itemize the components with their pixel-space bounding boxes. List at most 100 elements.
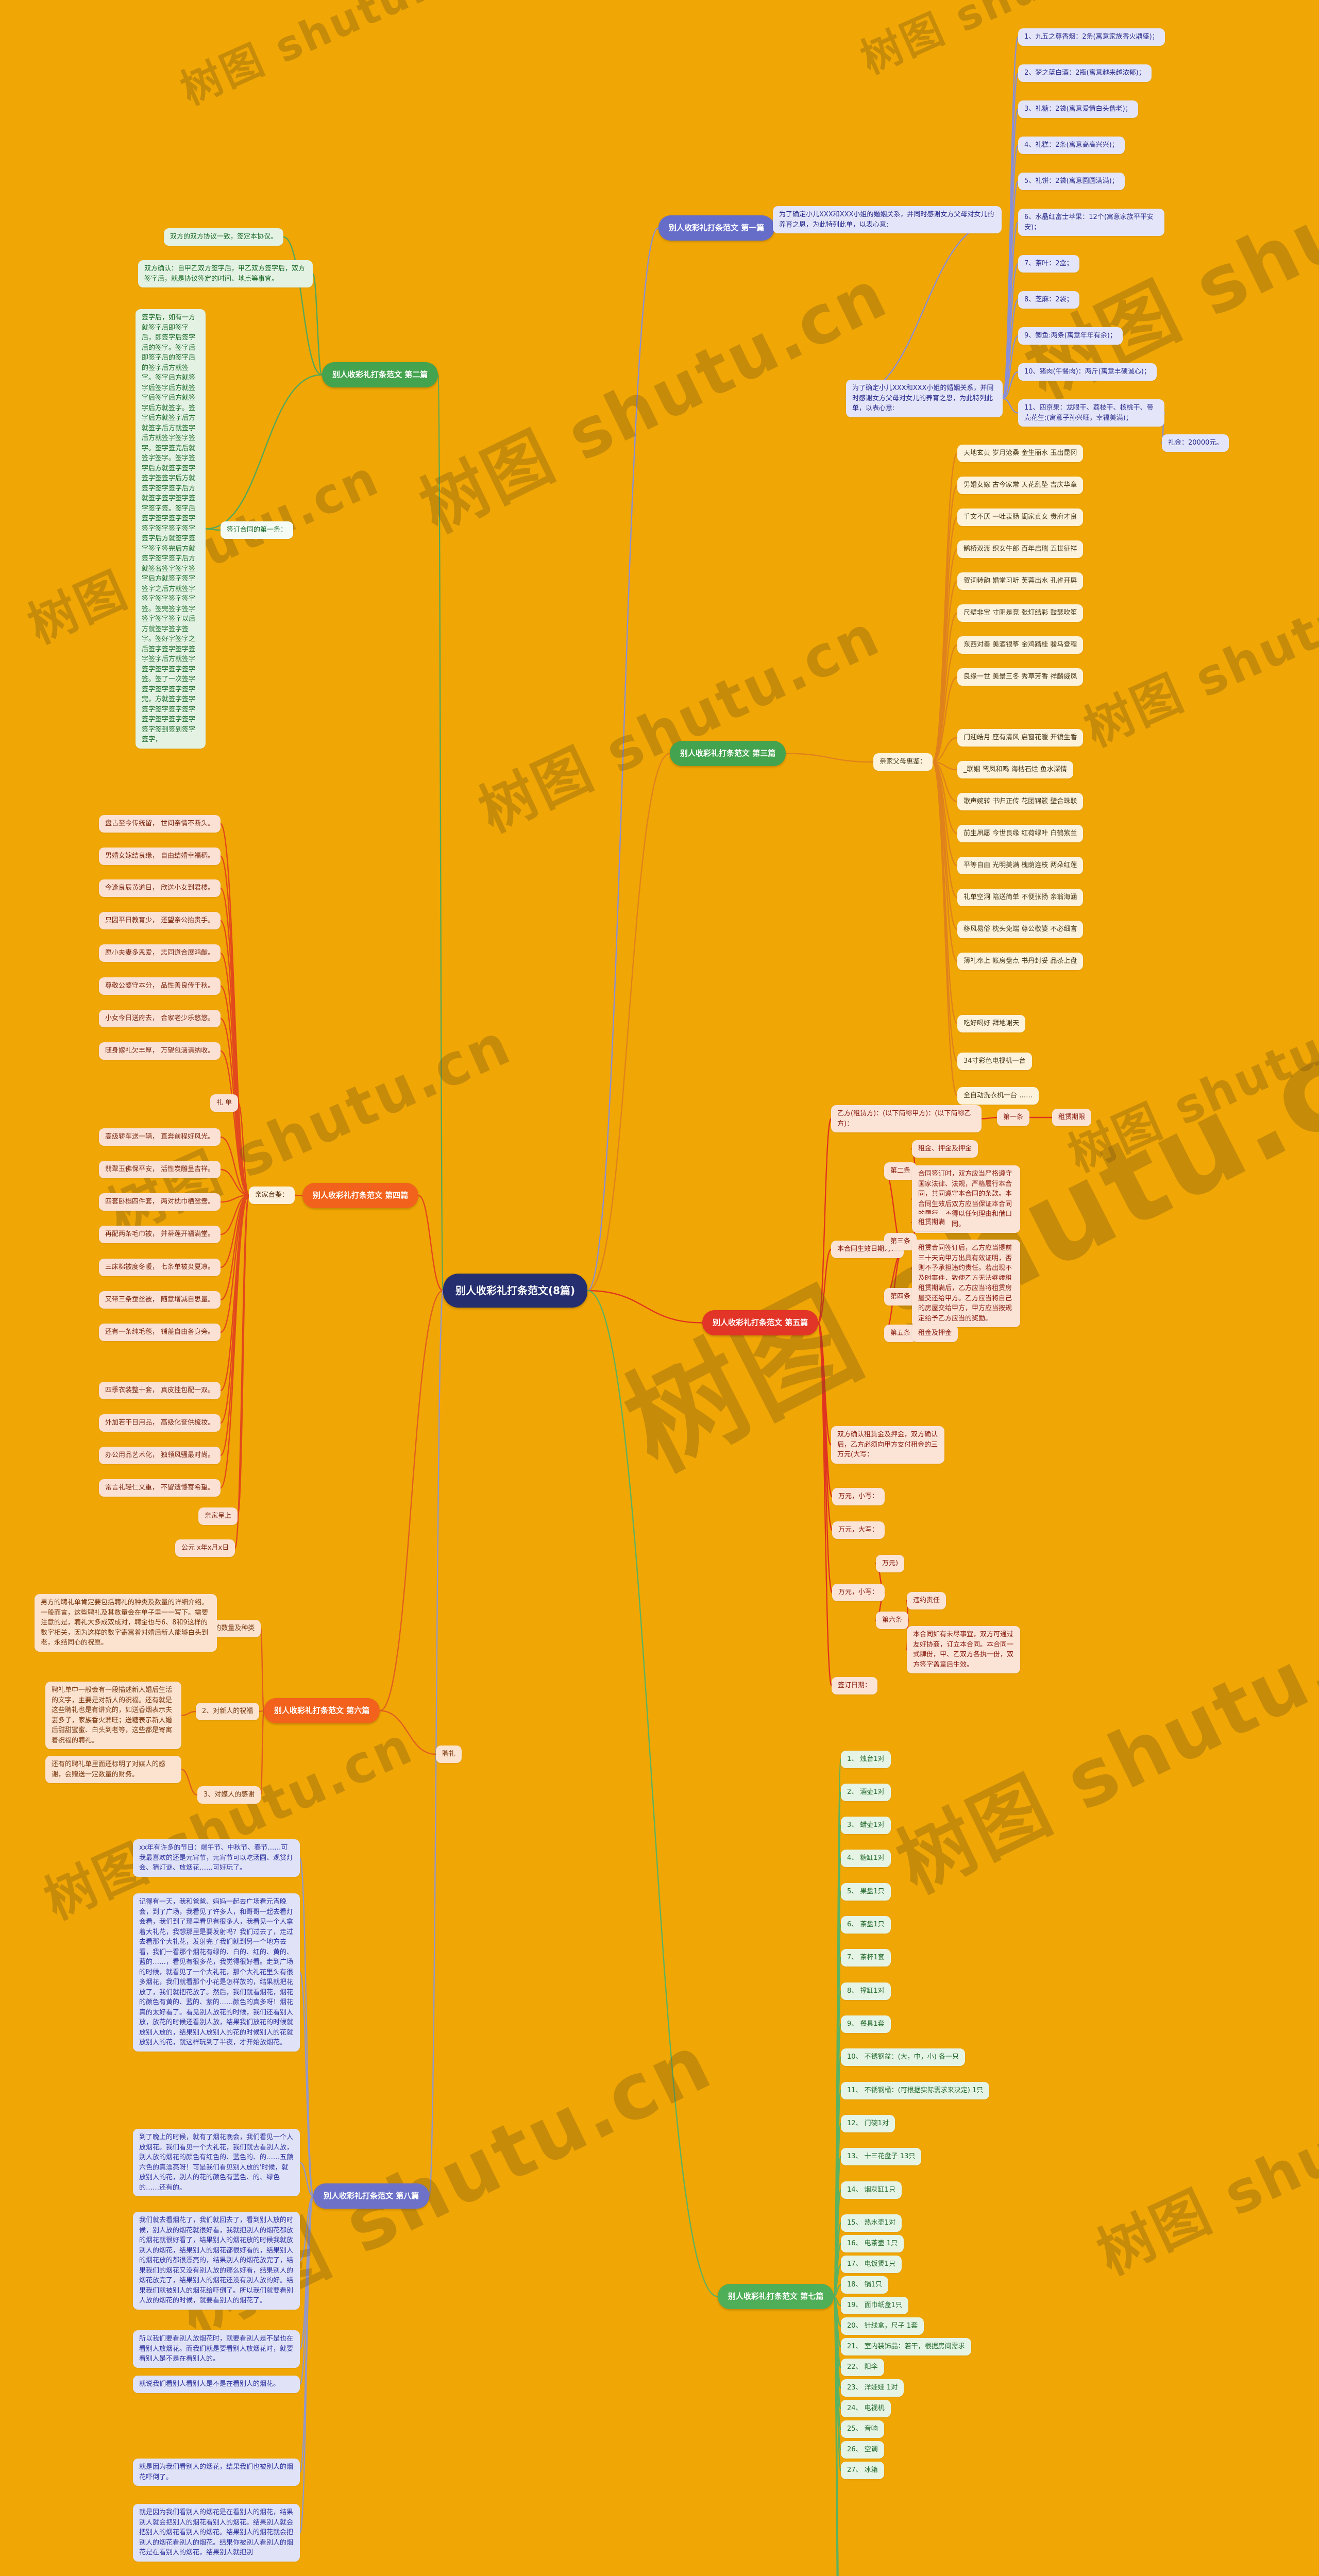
s7-item[interactable]: 24、 电视机 <box>841 2400 891 2417</box>
s7-item[interactable]: 26、 空调 <box>841 2441 884 2459</box>
s7-item[interactable]: 2、 酒壶1对 <box>841 1784 891 1801</box>
s5-amount-paren[interactable]: 万元) <box>876 1555 905 1572</box>
s7-item[interactable]: 25、 音响 <box>841 2420 884 2438</box>
s4-salutation[interactable]: 亲家台鉴： <box>249 1187 295 1204</box>
s3-phrase[interactable]: 移风易俗 枕头免端 尊公敬婆 不必细言 <box>957 921 1084 938</box>
s7-item[interactable]: 3、 蜡壶1对 <box>841 1817 891 1834</box>
s7-item[interactable]: 6、 茶盘1只 <box>841 1916 891 1934</box>
s7-item[interactable]: 9、 餐具1套 <box>841 2015 891 2033</box>
s7-item[interactable]: 4、 糖缸1对 <box>841 1850 891 1867</box>
s4-verse[interactable]: 尊敬公婆守本分， 品性善良传千秋。 <box>99 977 221 995</box>
s5-clause-5-title[interactable]: 租金及押金 <box>912 1325 958 1342</box>
s3-phrase[interactable]: 东西对奏 美酒银筝 金鸡踏桂 骏马登程 <box>957 636 1084 654</box>
s4-verse[interactable]: 高级轿车送一辆， 直奔前程好风光。 <box>99 1128 221 1146</box>
s2-note[interactable]: 双方的双方协议一致，签定本协议。 <box>164 228 284 246</box>
s1-item[interactable]: 11、四京果：龙眼干、荔枝干、核桃干、带壳花生;(寓意子孙兴旺，幸福美满)； <box>1018 399 1164 427</box>
s1-item[interactable]: 3、礼糖：2袋(寓意爱情白头偕老)； <box>1018 100 1138 118</box>
s7-item[interactable]: 5、 果盘1只 <box>841 1883 891 1901</box>
s5-clause-1[interactable]: 第一条 <box>997 1109 1030 1126</box>
s4-verse[interactable]: 盘古至今传统留， 世间亲情不断头。 <box>99 815 221 833</box>
s5-sign-date[interactable]: 签订日期： <box>832 1677 878 1694</box>
s8-paragraph[interactable]: 所以我们要看别人放烟花时，就要看别人是不是也在看别人放烟花。而我们就是要看别人放… <box>133 2330 300 2368</box>
s4-verse[interactable]: 三床棉被度冬暖， 七条单被炎夏凉。 <box>99 1259 221 1276</box>
s6-point-3[interactable]: 3、对媒人的感谢 <box>197 1786 261 1804</box>
s7-item[interactable]: 27、 冰箱 <box>841 2462 884 2479</box>
s4-verse[interactable]: 四季衣装整十套， 真皮挂包配一双。 <box>99 1382 221 1399</box>
s5-clause-6-body[interactable]: 本合同如有未尽事宜，双方可通过友好协商，订立本合同。本合同一式肆份，甲、乙双方各… <box>907 1626 1020 1673</box>
section-2[interactable]: 别人收彩礼打条范文 第二篇 <box>322 362 438 387</box>
s7-item[interactable]: 20、 针线盒，尺子 1套 <box>841 2317 924 2335</box>
s5-amount[interactable]: 万元，大写： <box>832 1521 885 1539</box>
s4-verse[interactable]: 翡翠玉佛保平安， 活性炭雕呈吉祥。 <box>99 1161 221 1178</box>
s3-phrase[interactable]: 鹊桥双渡 织女牛郎 百年启瑞 五世征祥 <box>957 540 1084 558</box>
s5-clause-2[interactable]: 第二条 <box>884 1162 917 1180</box>
s1-item[interactable]: 10、猪肉(午餐肉)：两斤(寓意丰硕诚心)； <box>1018 363 1157 381</box>
s5-payment[interactable]: 双方确认租赁金及押金，双方确认后，乙方必须向甲方支付租金的三万元(大写： <box>831 1426 944 1464</box>
s4-verse[interactable]: 小女今日送府去， 合家老少乐悠悠。 <box>99 1010 221 1027</box>
s6-betrothal-gifts[interactable]: 聘礼 <box>436 1745 462 1763</box>
s1-item[interactable]: 2、梦之蓝白酒：2瓶(寓意越来越浓郁)； <box>1018 64 1152 82</box>
s5-clause-2-title[interactable]: 租金、押金及押金 <box>912 1140 978 1158</box>
s4-verse[interactable]: 常言礼轻仁义重， 不留遗憾寄希望。 <box>99 1479 221 1497</box>
s7-item[interactable]: 21、 室内装饰品：若干，根据房间需求 <box>841 2338 971 2355</box>
s4-verse[interactable]: 随身嫁礼欠丰厚， 万望包涵请纳收。 <box>99 1042 221 1060</box>
s5-clause-6[interactable]: 第六条 <box>876 1612 909 1629</box>
central-topic[interactable]: 别人收彩礼打条范文(8篇) <box>443 1274 588 1308</box>
section-1[interactable]: 别人收彩礼打条范文 第一篇 <box>658 215 775 241</box>
s8-paragraph[interactable]: 我们就去看烟花了，我们就回去了，看到别人放的时候，别人放的烟花就很好看，我就把别… <box>133 2212 300 2310</box>
s5-clause-3[interactable]: 第三条 <box>884 1233 917 1250</box>
s3-phrase[interactable]: 全自动洗衣机一台 …… <box>957 1087 1039 1105</box>
s8-paragraph[interactable]: 就是因为我们看别人的烟花，结果我们也被别人的烟花吓倒了。 <box>133 2459 300 2486</box>
s6-point-3-body[interactable]: 还有的聘礼单里面还标明了对媒人的感谢，会赠送一定数量的财务。 <box>45 1756 181 1783</box>
s3-phrase[interactable]: 门迎皓月 座有清风 启窗花暖 开镜生香 <box>957 729 1084 747</box>
s5-amount[interactable]: 万元，小写： <box>832 1488 885 1505</box>
s4-verse[interactable]: 外加若干日用品， 高级化奁供梳妆。 <box>99 1414 221 1432</box>
s4-verse[interactable]: 今逢良辰黄道日， 欣送小女到君楼。 <box>99 879 221 897</box>
s4-gift-list-label[interactable]: 礼 单 <box>210 1094 239 1112</box>
s4-verse[interactable]: 男婚女嫁结良缘， 自由结婚幸福稠。 <box>99 848 221 865</box>
s3-phrase[interactable]: 薄礼奉上 帐房盘点 书丹封妥 品茶上盘 <box>957 953 1084 970</box>
s4-verse[interactable]: 办公用品艺术化， 独领风骚最时尚。 <box>99 1447 221 1464</box>
s5-parties[interactable]: 乙方(租赁方)：(以下简称甲方)：(以下简称乙方)： <box>831 1105 982 1132</box>
s5-clause-4-body[interactable]: 租赁期满后，乙方应当将租赁房屋交还给甲方。乙方应当将自己的房屋交给甲方，甲方应当… <box>912 1280 1020 1327</box>
s7-item[interactable]: 16、 电茶壶 1只 <box>841 2235 904 2252</box>
s1-item[interactable]: 7、茶叶：2盒； <box>1018 255 1079 273</box>
s8-paragraph[interactable]: 记得有一天，我和爸爸、妈妈一起去广场看元宵晚会，到了广场，我看见了许多人，和哥哥… <box>133 1893 300 2052</box>
s2-note[interactable]: 双方确认：自甲乙双方签字后，甲乙双方签字后，双方签字后，就是协议签定的时间、地点… <box>138 260 313 287</box>
s1-item[interactable]: 9、鲫鱼:两条(寓意年年有余)； <box>1018 327 1123 345</box>
s4-signoff[interactable]: 亲家呈上 <box>198 1507 238 1525</box>
s8-paragraph[interactable]: 就说我们看别人看别人是不是在看别人的烟花。 <box>133 2376 300 2393</box>
s6-point-2-body[interactable]: 聘礼单中一般会有一段描述新人婚后生活的文字，主要是对新人的祝福。还有就是这些聘礼… <box>45 1682 181 1749</box>
s8-paragraph[interactable]: xx年有许多的节日：端午节、中秋节、春节……可我最喜欢的还是元宵节，元宵节可以吃… <box>133 1839 300 1877</box>
s7-item[interactable]: 12、 门碗1对 <box>841 2115 895 2132</box>
s3-phrase[interactable]: 礼单空洞 陪送简单 不便张扬 亲翁海涵 <box>957 889 1084 906</box>
s4-date[interactable]: 公元 x年x月x日 <box>175 1539 235 1557</box>
s7-item[interactable]: 10、 不锈钢盆：(大，中，小) 各一只 <box>841 2048 965 2066</box>
s7-item[interactable]: 17、 电饭煲1只 <box>841 2256 902 2273</box>
s7-item[interactable]: 19、 面巾纸盒1只 <box>841 2297 908 2314</box>
s5-amount[interactable]: 万元，小写： <box>832 1584 885 1601</box>
s1-gift-money[interactable]: 礼金：20000元。 <box>1162 434 1229 452</box>
s2-first-clause[interactable]: 签订合同的第一条： <box>221 521 294 539</box>
s7-item[interactable]: 15、 热水壶1对 <box>841 2214 902 2232</box>
s4-verse[interactable]: 再配两条毛巾被， 并蒂莲开福满堂。 <box>99 1226 221 1243</box>
s3-phrase[interactable]: 良缘一世 美景三冬 秀草芳香 祥麟威凤 <box>957 668 1084 686</box>
s1-item[interactable]: 5、礼饼：2袋(寓意圆圆满满)； <box>1018 173 1125 190</box>
s7-item[interactable]: 1、 烛台1对 <box>841 1751 891 1768</box>
s5-clause-3-title[interactable]: 租赁期满 <box>912 1214 952 1231</box>
section-5[interactable]: 别人收彩礼打条范文 第五篇 <box>702 1310 819 1335</box>
s2-long-text[interactable]: 签字后，如有一方就签字后即签字后，即签字后签字后的签字。签字后即签字后的签字后的… <box>136 309 206 749</box>
s1-list-hub[interactable]: 为了确定小儿XXX和XXX小姐的婚姻关系，并同时感谢女方父母对女儿的养育之恩，为… <box>846 380 1003 417</box>
section-4[interactable]: 别人收彩礼打条范文 第四篇 <box>302 1183 419 1208</box>
s4-verse[interactable]: 还有一条纯毛毯， 铺盖自由备身旁。 <box>99 1324 221 1341</box>
s1-item[interactable]: 1、九五之尊香烟：2条(寓意家族香火鼎盛)； <box>1018 28 1165 46</box>
s6-point-1-body[interactable]: 男方的聘礼单肯定要包括聘礼的种类及数量的详细介绍。一般而言，这些聘礼及其数量会在… <box>35 1594 217 1652</box>
s3-salutation[interactable]: 亲家父母惠鉴： <box>873 753 933 771</box>
s5-clause-4[interactable]: 第四条 <box>884 1288 917 1306</box>
s7-item[interactable]: 11、 不锈钢桶：(可根据实际需求来决定) 1只 <box>841 2082 990 2099</box>
s3-phrase[interactable]: 千文不厌 一吐衷肠 闺家贞女 贵府才良 <box>957 509 1084 526</box>
section-8[interactable]: 别人收彩礼打条范文 第八篇 <box>313 2183 430 2209</box>
s4-verse[interactable]: 愿小夫妻多恩爱， 志同道合展鸿猷。 <box>99 944 221 962</box>
s3-phrase[interactable]: 天地玄黄 岁月沧桑 金生丽水 玉出昆冈 <box>957 445 1084 462</box>
s8-paragraph[interactable]: 就是因为我们看别人的烟花是在看别人的烟花，结果别人就会把别人的烟花看别人的烟花。… <box>133 2504 300 2562</box>
